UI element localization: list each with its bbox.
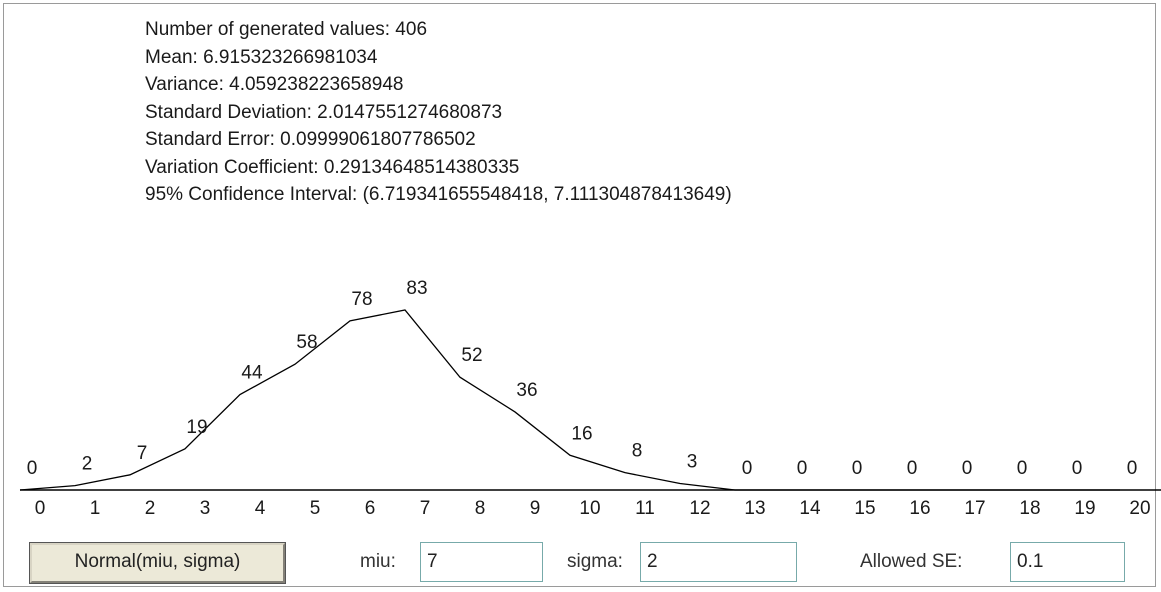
frame [3,3,1156,587]
x-tick-label: 16 [909,498,930,519]
data-label: 3 [687,451,698,472]
text-field[interactable]: 0.1 [1010,542,1125,582]
data-label: 0 [797,458,808,479]
x-tick-label: 10 [579,498,600,519]
x-tick-label: 19 [1074,498,1095,519]
x-tick-label: 11 [635,498,655,519]
stat-line: Standard Deviation: 2.0147551274680873 [145,101,503,123]
x-tick-label: 6 [365,498,376,519]
stat-line: Variation Coefficient: 0.291346485143803… [145,156,520,178]
x-tick-label: 8 [475,498,486,519]
stat-line: 95% Confidence Interval: (6.719341655548… [145,184,732,205]
data-label: 0 [907,458,918,479]
data-label: 0 [742,458,753,479]
generate-button[interactable]: Normal(miu, sigma) [29,542,286,584]
data-label: 0 [1017,458,1028,479]
x-tick-label: 2 [145,498,156,519]
x-tick-label: 13 [744,498,765,519]
data-label: 0 [1072,458,1083,479]
x-tick-label: 15 [854,498,875,519]
x-tick-label: 3 [200,498,211,519]
data-label: 8 [632,441,643,462]
x-tick-label: 14 [799,498,821,519]
text-field[interactable]: 7 [420,542,543,582]
x-tick-label: 20 [1129,498,1150,519]
field-label: sigma: [567,551,623,572]
data-label: 0 [852,458,863,479]
x-tick-label: 7 [420,498,431,519]
data-line [19,309,1120,491]
data-label: 36 [516,380,537,401]
x-tick-label: 12 [689,498,710,519]
data-label: 58 [296,332,317,353]
data-label: 44 [241,363,263,384]
data-label: 16 [571,423,592,444]
x-tick-label: 0 [35,498,46,519]
text-field[interactable]: 2 [640,542,797,582]
x-tick-label: 4 [255,498,266,519]
stat-line: Mean: 6.915323266981034 [145,46,378,68]
x-tick-label: 1 [90,498,101,519]
data-label: 83 [406,278,427,299]
field-label: miu: [360,551,396,572]
data-label: 19 [186,417,207,438]
x-tick-label: 5 [310,498,321,519]
data-label: 0 [1127,458,1138,479]
field-label: Allowed SE: [860,551,963,572]
data-label: 0 [962,458,973,479]
data-label: 7 [137,443,148,464]
x-tick-label: 18 [1019,498,1040,519]
x-tick-label: 9 [530,498,541,519]
data-label: 52 [461,345,482,366]
data-label: 0 [27,458,38,479]
x-tick-label: 17 [964,498,985,519]
data-label: 2 [82,454,93,475]
stat-line: Variance: 4.059238223658948 [145,74,404,95]
stat-line: Number of generated values: 406 [145,19,428,40]
data-label: 78 [351,289,372,310]
stat-line: Standard Error: 0.09999061807786502 [145,129,476,150]
